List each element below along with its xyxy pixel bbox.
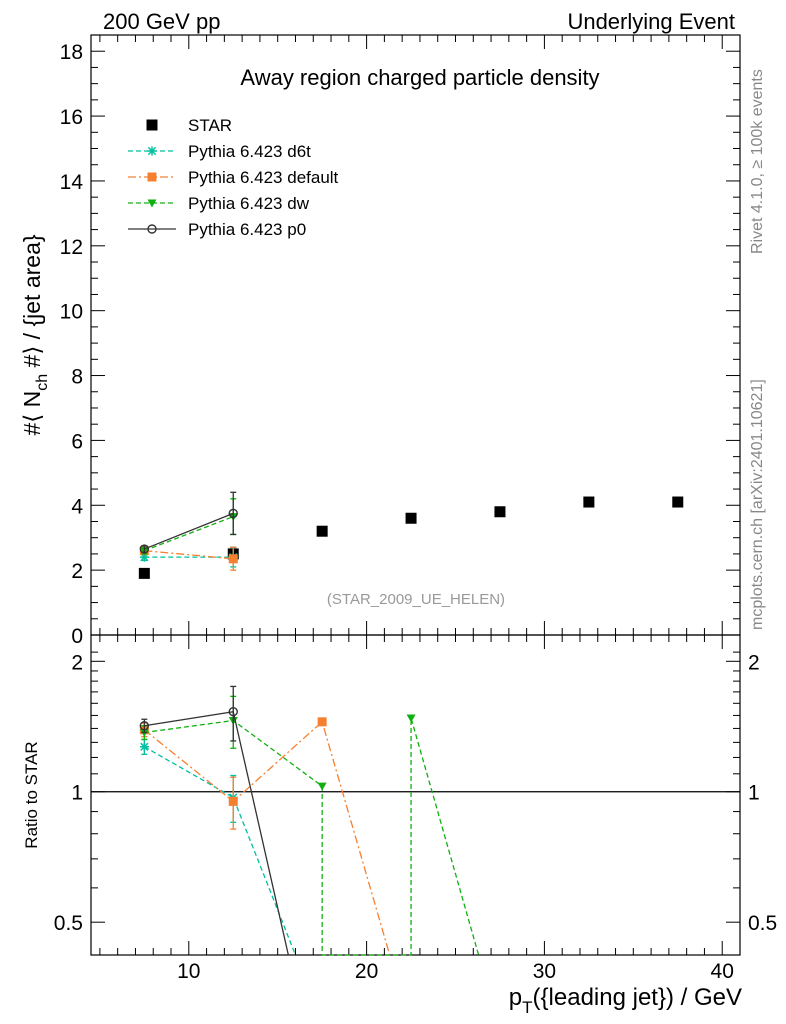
legend-item-pythia-6-423-dw: Pythia 6.423 dw	[128, 194, 310, 213]
legend-item-pythia-6-423-default: Pythia 6.423 default	[128, 168, 339, 187]
ratio-pythia-6-423-dw-point	[406, 714, 416, 723]
ratio-pythia-6-423-default-line	[143, 720, 391, 956]
main-y-tick-label: 2	[71, 560, 83, 583]
ratio-pythia-6-423-dw-point	[317, 782, 327, 791]
x-tick-label: 10	[177, 960, 200, 983]
main-y-tick-label: 10	[60, 301, 83, 324]
ratio-y-axis-label: Ratio to STAR	[22, 741, 41, 848]
ratio-pythia-6-423-d6t-point	[139, 742, 149, 752]
ratio-pythia-6-423-dw-series	[139, 695, 480, 956]
main-y-tick-label: 18	[60, 41, 83, 64]
main-pythia-6-423-default-point	[228, 554, 238, 564]
main-star-point	[583, 496, 595, 508]
main-y-tick-label: 0	[71, 625, 83, 648]
legend: STAR Pythia 6.423 d6t Pythia 6.423 default…	[128, 116, 339, 239]
legend-item-pythia-6-423-p0: Pythia 6.423 p0	[128, 220, 306, 239]
y-label-part-1: #⟨ N	[19, 391, 45, 436]
x-axis-label: pT({leading jet}) / GeV	[509, 984, 742, 1017]
analysis-tag: (STAR_2009_UE_HELEN)	[327, 591, 505, 608]
main-pythia-6-423-dw-series	[139, 498, 238, 556]
mcplots-source-text: mcplots.cern.ch [arXiv:2401.10621]	[749, 379, 766, 630]
ratio-pythia-6-423-default-point	[228, 796, 238, 806]
rivet-version-text: Rivet 4.1.0, ≥ 100k events	[749, 69, 766, 254]
main-y-tick-label: 4	[71, 495, 83, 518]
ratio-pythia-6-423-default-series	[139, 717, 391, 956]
ratio-pythia-6-423-p0-series	[139, 685, 290, 956]
x-tick-label: 40	[711, 960, 734, 983]
legend-marker-pythia-6-423-default	[147, 172, 157, 182]
main-pythia-6-423-p0-point	[228, 508, 238, 519]
main-y-tick-label: 16	[60, 106, 83, 129]
main-star-point	[405, 512, 417, 524]
main-pythia-6-423-d6t-series	[139, 546, 238, 568]
x-tick-label: 20	[355, 960, 378, 983]
x-label-subscript: T	[522, 998, 532, 1017]
ratio-y-tick-label-right: 0.5	[748, 912, 777, 935]
ratio-pythia-6-423-d6t-series	[139, 738, 297, 956]
y-label-part-3: #⟩ / {jet area}	[19, 234, 45, 374]
legend-label-star: STAR	[188, 116, 232, 135]
ratio-plot-frame	[90, 634, 741, 956]
ratio-y-tick-label-right: 1	[748, 782, 760, 805]
ratio-pythia-6-423-p0-point	[139, 721, 150, 731]
main-y-tick-label: 6	[71, 430, 83, 453]
main-star-point	[672, 496, 684, 508]
main-pythia-6-423-p0-point	[139, 544, 150, 554]
header-right-title: Underlying Event	[567, 9, 735, 34]
x-label-part-1: p	[509, 984, 522, 1011]
legend-label-pythia-6-423-default: Pythia 6.423 default	[188, 168, 339, 187]
ratio-y-tick-label: 0.5	[54, 912, 83, 935]
legend-marker-pythia-6-423-d6t-stroke	[147, 146, 157, 156]
main-y-tick-label: 14	[60, 171, 84, 194]
ratio-y-tick-label-right: 2	[748, 651, 760, 674]
main-star-point	[316, 525, 328, 537]
main-y-axis-label: #⟨ Nch #⟩ / {jet area}	[19, 234, 51, 435]
legend-item-star: STAR	[146, 116, 232, 135]
header-left-title: 200 GeV pp	[103, 9, 220, 34]
ratio-y-tick-label: 1	[71, 782, 83, 805]
main-star-series	[138, 496, 684, 579]
x-label-part-3: ({leading jet}) / GeV	[533, 984, 742, 1011]
y-label-subscript: ch	[34, 374, 51, 391]
legend-label-pythia-6-423-p0: Pythia 6.423 p0	[188, 220, 306, 239]
main-pythia-6-423-default-series	[139, 546, 238, 571]
main-pythia-6-423-dw-line	[144, 516, 234, 552]
ratio-pythia-6-423-default-point	[317, 717, 327, 727]
ratio-pythia-6-423-dw-line	[144, 717, 480, 956]
chart-title: Away region charged particle density	[240, 65, 599, 90]
main-pythia-6-423-default-line	[144, 550, 234, 560]
x-tick-label: 30	[533, 960, 556, 983]
ratio-pythia-6-423-d6t-line	[144, 746, 297, 956]
ratio-pythia-6-423-p0-line	[144, 710, 290, 956]
main-pythia-6-423-p0-series	[139, 491, 238, 554]
legend-marker-star	[146, 119, 158, 131]
legend-marker-pythia-6-423-dw	[147, 199, 157, 208]
data-layer	[138, 491, 684, 956]
main-star-point	[494, 506, 506, 518]
ratio-y-tick-label: 2	[71, 651, 83, 674]
legend-label-pythia-6-423-dw: Pythia 6.423 dw	[188, 194, 310, 213]
legend-item-pythia-6-423-d6t: Pythia 6.423 d6t	[128, 142, 311, 161]
main-pythia-6-423-p0-line	[144, 512, 234, 550]
main-star-point	[138, 567, 150, 579]
main-y-tick-label: 8	[71, 366, 83, 389]
legend-marker-pythia-6-423-p0	[147, 224, 157, 234]
ratio-pythia-6-423-p0-point	[228, 707, 238, 717]
ratio-pythia-6-423-d6t-point-stroke	[140, 742, 149, 751]
legend-marker-pythia-6-423-d6t	[147, 146, 157, 156]
legend-label-pythia-6-423-d6t: Pythia 6.423 d6t	[188, 142, 311, 161]
main-y-tick-label: 12	[60, 236, 83, 259]
